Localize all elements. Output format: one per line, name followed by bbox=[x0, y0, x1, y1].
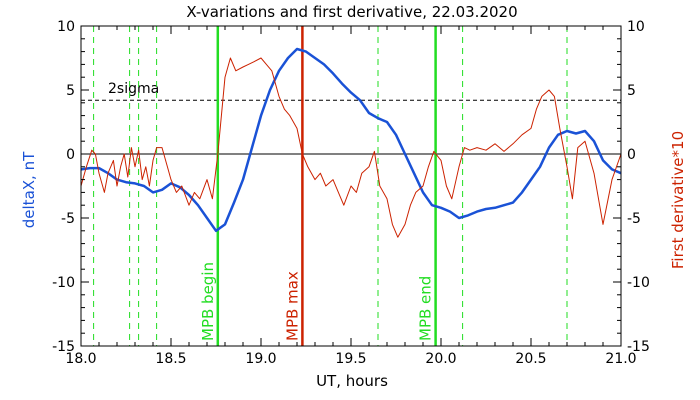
y-tick-label-right: -5 bbox=[627, 211, 641, 227]
x-tick-label: 20.5 bbox=[515, 351, 546, 367]
y-tick-label-left: -15 bbox=[52, 339, 75, 355]
series-line-deltaX bbox=[80, 47, 622, 233]
plot-area: 2sigma MPB begin MPB max MPB end 18.0 18.5 19.… bbox=[52, 19, 650, 367]
y-tick-label-left: 10 bbox=[57, 19, 75, 35]
y-tick-label-left: 0 bbox=[66, 147, 75, 163]
x-tick-label: 20.0 bbox=[425, 351, 456, 367]
y-tick-label-right: 10 bbox=[627, 19, 645, 35]
x-tick-label: 19.0 bbox=[245, 351, 276, 367]
x-tick-label: 18.5 bbox=[155, 351, 186, 367]
sigma-label: 2sigma bbox=[108, 81, 159, 97]
x-tick-label: 19.5 bbox=[335, 351, 366, 367]
y-tick-label-right: -15 bbox=[627, 339, 650, 355]
y-tick-label-left: 5 bbox=[66, 83, 75, 99]
y-tick-label-left: -5 bbox=[61, 211, 75, 227]
x-axis-label: UT, hours bbox=[316, 372, 388, 390]
marker-label: MPB end bbox=[417, 276, 435, 341]
y-axis-left-label: deltaX, nT bbox=[20, 151, 38, 228]
y-axis-right-label: First derivative*10 bbox=[669, 131, 687, 269]
series-line-derivative bbox=[80, 57, 622, 238]
y-tick-label-left: -10 bbox=[52, 275, 75, 291]
marker-label: MPB begin bbox=[199, 262, 217, 341]
x-tick-label: 18.0 bbox=[65, 351, 96, 367]
y-tick-label-right: -10 bbox=[627, 275, 650, 291]
chart-title: X-variations and first derivative, 22.03… bbox=[186, 3, 517, 21]
marker-label: MPB max bbox=[283, 271, 301, 341]
x-tick-label: 21.0 bbox=[605, 351, 636, 367]
y-tick-label-right: 0 bbox=[627, 147, 636, 163]
y-tick-label-right: 5 bbox=[627, 83, 636, 99]
